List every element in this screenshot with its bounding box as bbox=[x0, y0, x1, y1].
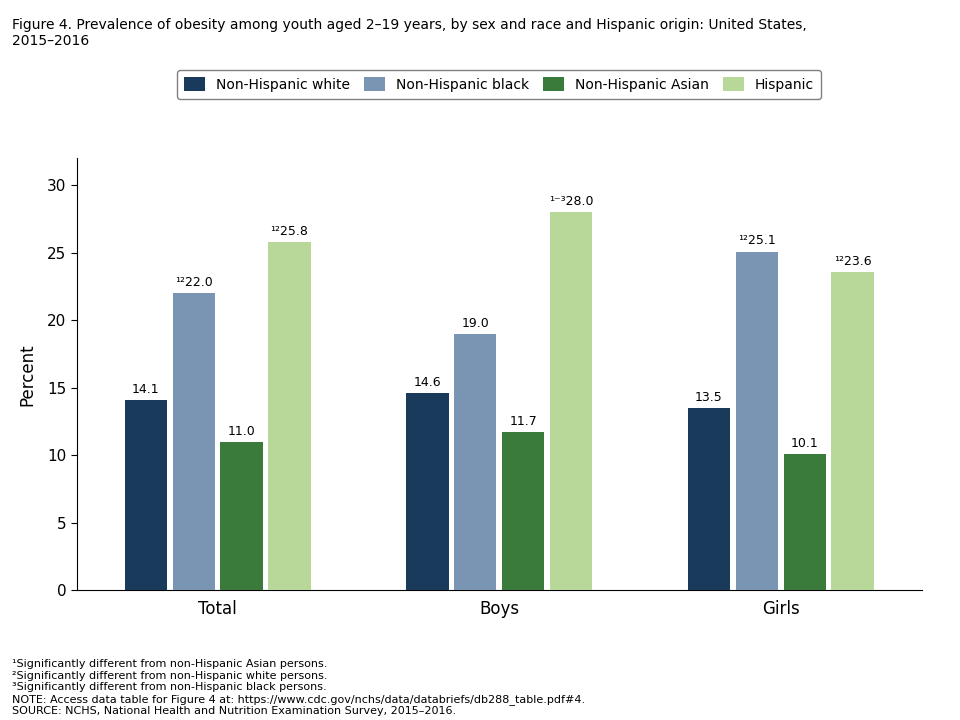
Text: ¹⁻³28.0: ¹⁻³28.0 bbox=[549, 195, 593, 208]
Bar bbox=[502, 433, 544, 590]
Text: ¹²22.0: ¹²22.0 bbox=[175, 276, 212, 289]
Text: 14.6: 14.6 bbox=[414, 377, 442, 390]
Bar bbox=[221, 442, 263, 590]
Bar bbox=[735, 251, 778, 590]
Text: Figure 4. Prevalence of obesity among youth aged 2–19 years, by sex and race and: Figure 4. Prevalence of obesity among yo… bbox=[12, 18, 806, 48]
Bar bbox=[454, 334, 496, 590]
Text: 10.1: 10.1 bbox=[791, 437, 819, 450]
Text: 19.0: 19.0 bbox=[462, 317, 490, 330]
Text: ¹²23.6: ¹²23.6 bbox=[834, 255, 872, 268]
Bar bbox=[550, 212, 592, 590]
Text: 13.5: 13.5 bbox=[695, 391, 723, 404]
Text: ¹²25.8: ¹²25.8 bbox=[271, 225, 308, 238]
Bar bbox=[406, 393, 448, 590]
Text: 14.1: 14.1 bbox=[132, 383, 159, 396]
Bar bbox=[783, 454, 826, 590]
Y-axis label: Percent: Percent bbox=[18, 343, 36, 405]
Bar bbox=[173, 294, 215, 590]
Bar bbox=[688, 408, 731, 590]
Bar bbox=[268, 242, 310, 590]
Bar bbox=[831, 271, 874, 590]
Text: 11.0: 11.0 bbox=[228, 425, 255, 438]
Legend: Non-Hispanic white, Non-Hispanic black, Non-Hispanic Asian, Hispanic: Non-Hispanic white, Non-Hispanic black, … bbox=[178, 71, 821, 99]
Text: ¹Significantly different from non-Hispanic Asian persons.
²Significantly differe: ¹Significantly different from non-Hispan… bbox=[12, 659, 585, 716]
Text: ¹²25.1: ¹²25.1 bbox=[738, 235, 776, 248]
Bar bbox=[125, 400, 167, 590]
Text: 11.7: 11.7 bbox=[509, 415, 537, 428]
